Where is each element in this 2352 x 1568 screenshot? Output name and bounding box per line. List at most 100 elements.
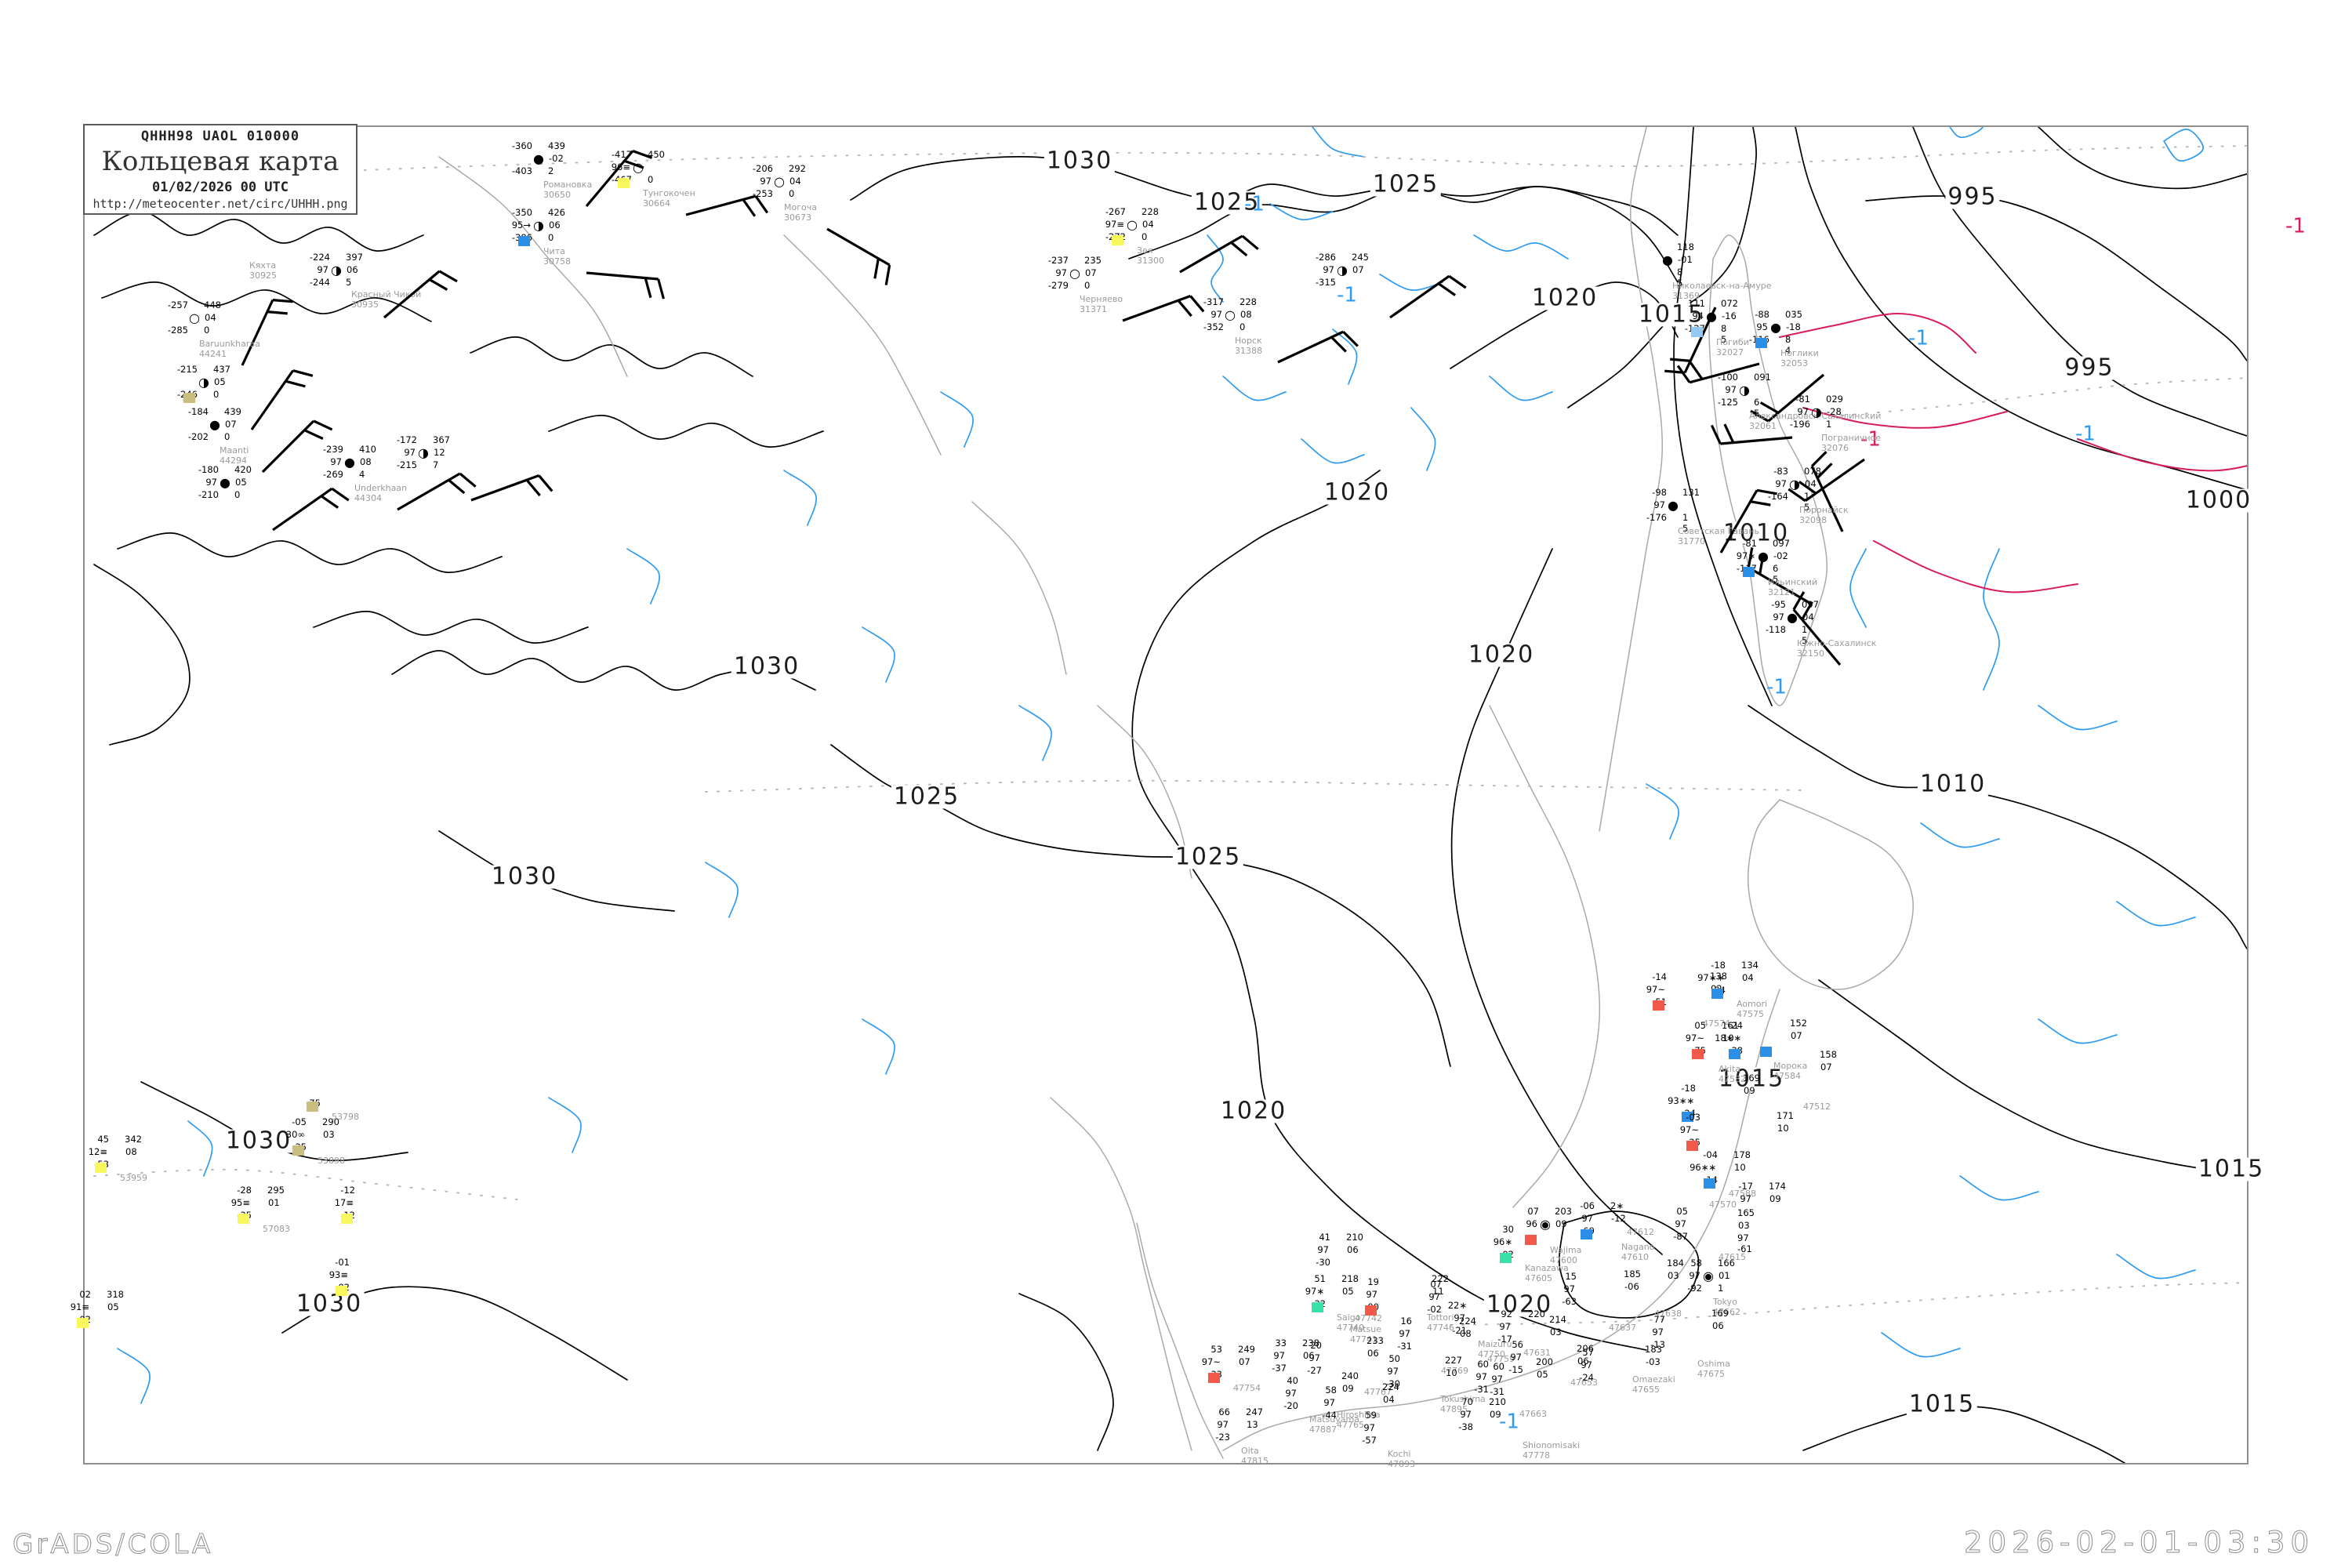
- wmo-header-line: QHHH98 UAOL 010000: [140, 128, 300, 144]
- wind-barb: [1277, 330, 1359, 364]
- temperature-value: -01: [335, 1257, 350, 1268]
- pressure-value: 439: [548, 140, 565, 151]
- pressure-value: 245: [1352, 252, 1369, 263]
- humidity-weather-value: 97: [1653, 499, 1665, 510]
- humidity-weather-value: 97~: [1646, 984, 1665, 995]
- pressure-tendency-value: 12: [434, 447, 445, 458]
- station-name-id: Романовка 30650: [543, 180, 593, 200]
- pressure-value: 238: [1302, 1338, 1319, 1348]
- coastline: [1489, 705, 1601, 1208]
- dewpoint-value: -63: [1562, 1296, 1577, 1307]
- isobar-line: [313, 611, 589, 644]
- wind-barb: [397, 472, 477, 511]
- coastline: [1747, 799, 1914, 990]
- isobar-line: [1673, 127, 1773, 706]
- map-datetime: 01/02/2026 00 UTC: [152, 179, 289, 195]
- temperature-value: 40: [1287, 1375, 1298, 1386]
- temperature-value: -239: [322, 444, 343, 455]
- dewpoint-value: -315: [1315, 277, 1336, 288]
- dewpoint-value: -37: [1272, 1363, 1287, 1374]
- pressure-value: 131: [1682, 487, 1700, 498]
- dewpoint-value: -13: [1650, 1339, 1665, 1350]
- pressure-value: 448: [204, 299, 221, 310]
- pressure-tendency-value: 06: [347, 264, 358, 275]
- humidity-weather-value: 97: [1499, 1321, 1511, 1332]
- pressure-value: 184: [1667, 1258, 1684, 1269]
- pressure-value: 185: [1624, 1269, 1641, 1279]
- humidity-weather-value: 97~: [1685, 1033, 1704, 1044]
- river-line: [2116, 901, 2196, 927]
- isobar-value-label: 1020: [1321, 481, 1393, 505]
- humidity-weather-value: 97: [1387, 1366, 1399, 1377]
- temperature-value: -286: [1315, 252, 1336, 263]
- pressure-tendency-value: 04: [205, 312, 216, 323]
- humidity-weather-value: 97: [1689, 1270, 1700, 1281]
- pressure-value: 290: [322, 1116, 339, 1127]
- humidity-weather-value: 97: [1055, 267, 1067, 278]
- cloud-code-value: 0: [224, 431, 230, 442]
- humidity-weather-value: 97: [1491, 1374, 1503, 1385]
- wind-barb: [1719, 488, 1777, 554]
- coastline: [1136, 1222, 1224, 1459]
- station-name-id: 47631: [1523, 1348, 1551, 1358]
- station-name-id: Tokyo 47662: [1713, 1297, 1740, 1317]
- dewpoint-value: -210: [198, 489, 219, 500]
- isallobar-line: [2077, 438, 2247, 472]
- temperature-value: 60: [1493, 1361, 1504, 1372]
- pressure-value: 072: [1721, 298, 1738, 309]
- dewpoint-value: -27: [1307, 1365, 1322, 1376]
- dewpoint-value: -244: [309, 277, 330, 288]
- temperature-value: -224: [309, 252, 330, 263]
- station-name-id: Советская Гавань 31770: [1678, 526, 1759, 546]
- station-name-label: Akita 47582: [1719, 1064, 1746, 1084]
- humidity-weather-value: 93≡: [328, 1269, 348, 1280]
- dewpoint-value: -31: [1490, 1386, 1504, 1397]
- wind-barb: [261, 419, 333, 474]
- pressure-value: 367: [433, 434, 450, 445]
- pressure-value: 420: [234, 464, 252, 475]
- wind-barb-shaft: [272, 487, 350, 532]
- temperature-value: -28: [237, 1185, 252, 1196]
- pressure-tendency-value: -28: [1827, 406, 1842, 417]
- temperature-value: -237: [1047, 255, 1069, 266]
- latitude-dotted-line: [705, 779, 1804, 793]
- station-name-id: Oita 47815: [1241, 1446, 1269, 1466]
- dewpoint-value: -30: [1316, 1257, 1330, 1268]
- cloud-cover-symbol: ○: [633, 160, 644, 175]
- pressure-value: 210: [1346, 1232, 1363, 1243]
- cloud-cover-symbol: ●: [1706, 309, 1717, 324]
- dewpoint-value: -17: [1497, 1334, 1512, 1345]
- pressure-value: 235: [1084, 255, 1102, 266]
- dewpoint-value: -125: [1717, 397, 1738, 408]
- pressure-value: 165: [1737, 1207, 1755, 1218]
- isobar-value-label: 1015: [2195, 1157, 2267, 1181]
- latitude-dotted-line: [117, 145, 2247, 181]
- isobar-line: [548, 415, 824, 448]
- temperature-value: 66: [1218, 1406, 1230, 1417]
- coastline: [1050, 1097, 1192, 1451]
- isobar-value-label: 1030: [293, 1292, 365, 1316]
- precipitation-marker-square: [1208, 1373, 1220, 1383]
- wind-barb: [586, 271, 665, 299]
- river-line: [1312, 127, 1365, 158]
- station-name-label: 47612: [1627, 1227, 1654, 1237]
- river-line: [862, 1018, 895, 1075]
- wind-barb-shaft: [470, 474, 554, 502]
- dewpoint-value: -23: [1215, 1432, 1230, 1443]
- pressure-change-label: -1: [1908, 326, 1929, 350]
- temperature-value: 77: [1653, 1314, 1665, 1325]
- precipitation-marker-square: [238, 1214, 249, 1224]
- humidity-weather-value: 97∗: [1736, 550, 1755, 561]
- humidity-weather-value: 97: [1797, 406, 1809, 417]
- pressure-value: 222: [1432, 1273, 1449, 1284]
- cloud-code-value: 7: [433, 459, 439, 470]
- station-name-id: Kanazawa 47605: [1525, 1263, 1569, 1283]
- pressure-tendency-value: 07: [1352, 264, 1364, 275]
- wind-barb: [470, 474, 554, 502]
- dewpoint-value: -403: [511, 165, 532, 176]
- station-name-id: 57083: [263, 1224, 290, 1234]
- wind-barb: [1810, 451, 1844, 532]
- isobar-value-label: 1025: [1370, 172, 1442, 197]
- map-title-box: QHHH98 UAOL 010000 Кольцевая карта 01/02…: [83, 124, 358, 215]
- coastline: [1599, 127, 1664, 832]
